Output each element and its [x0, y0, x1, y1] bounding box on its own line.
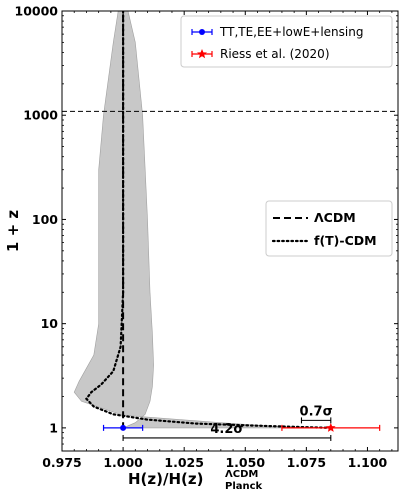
y-axis-label-text: 1 + z: [4, 210, 22, 252]
x-tick-label: 1.000: [103, 455, 143, 470]
x-tick-label: 1.075: [287, 455, 327, 470]
legend-riess-swatch-star: [197, 49, 207, 59]
y-tick-label: 1000: [23, 108, 58, 123]
tension-local-label: 0.7σ: [300, 404, 333, 419]
x-tick-label: 1.025: [164, 455, 204, 470]
legend-mid: ΛCDM f(T)-CDM: [265, 200, 393, 257]
legend-top: TT,TE,EE+lowE+lensing Riess et al. (2020…: [180, 15, 393, 68]
legend-planck-swatch-dot: [199, 29, 205, 35]
y-axis-label: 1 + z: [4, 210, 22, 252]
legend-entry-lcdm: ΛCDM: [314, 210, 356, 225]
y-tick-label: 1: [49, 420, 58, 435]
y-tick-label: 10: [41, 316, 59, 331]
x-tick-label: 0.975: [42, 455, 82, 470]
y-tick-label: 10000: [15, 4, 59, 19]
x-axis-label-sup: ΛCDM: [225, 469, 258, 480]
plot-area: [62, 11, 398, 432]
point-planck-marker: [120, 424, 127, 431]
x-tick-label: 1.050: [225, 455, 265, 470]
x-axis-label-main: H(z)/H(z): [128, 470, 203, 488]
legend-entry-ft: f(T)-CDM: [314, 233, 377, 248]
series-ft-cdm-line: [84, 11, 332, 429]
point-riess-marker: [326, 422, 336, 432]
x-axis-label-sub: Planck: [225, 481, 263, 492]
uncertainty-band: [73, 11, 319, 429]
plot-frame: [61, 10, 399, 452]
x-axis-label: H(z)/H(z): [128, 470, 203, 488]
tension-planck-label: 4.2σ: [210, 422, 243, 437]
x-tick-label: 1.100: [348, 455, 388, 470]
legend-entry-planck: TT,TE,EE+lowE+lensing: [219, 25, 363, 39]
legend-entry-riess: Riess et al. (2020): [220, 47, 330, 61]
legend-mid-box: [265, 200, 393, 257]
legend-top-box: [180, 15, 393, 68]
y-tick-label: 100: [32, 212, 58, 227]
